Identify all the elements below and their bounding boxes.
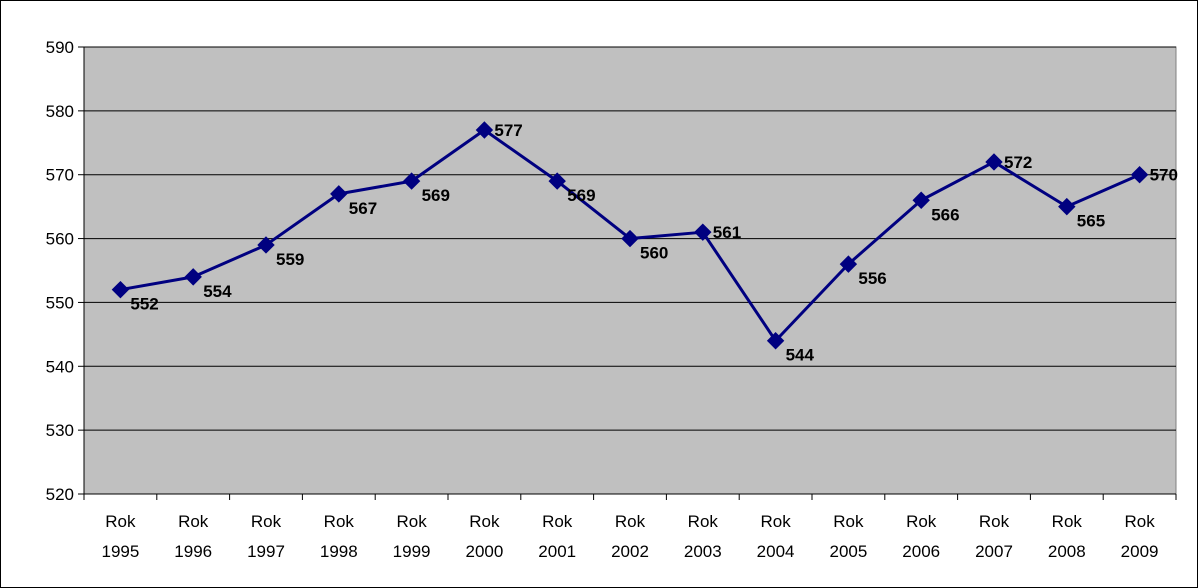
y-tick-label: 520: [46, 485, 74, 504]
data-point: [330, 185, 348, 203]
y-tick-label: 540: [46, 357, 74, 376]
x-tick-label: Rok 2008: [1048, 512, 1086, 561]
data-point: [766, 332, 785, 350]
x-tick-label: Rok 1997: [247, 512, 285, 561]
data-point: [839, 255, 858, 273]
x-tick-label: Rok 2007: [975, 512, 1013, 561]
data-label: 554: [203, 282, 232, 301]
x-tick-label: Rok 2004: [757, 512, 795, 561]
data-label: 552: [130, 295, 158, 314]
data-label: 560: [640, 244, 668, 263]
x-tick-label: Rok 2002: [611, 512, 649, 561]
plot-area: [83, 46, 1177, 495]
y-tick-label: 590: [46, 38, 74, 57]
data-point: [475, 121, 494, 139]
x-tick-label: Rok 1995: [101, 512, 139, 561]
data-point: [912, 191, 930, 209]
grid-lines: [84, 46, 1176, 431]
x-tick-label: Rok 1999: [393, 512, 431, 561]
y-tick-label: 560: [46, 230, 74, 249]
data-label: 570: [1150, 166, 1178, 185]
data-label: 566: [931, 205, 959, 224]
data-label: 556: [858, 269, 886, 288]
y-axis: 520 530 540 550 560 570 580 590: [46, 38, 85, 504]
data-point: [257, 236, 275, 254]
data-label: 569: [422, 186, 450, 205]
data-point: [1130, 166, 1149, 184]
data-point: [694, 223, 712, 241]
data-label: 565: [1077, 212, 1105, 231]
data-point: [402, 172, 421, 190]
x-tick-label: Rok 2003: [684, 512, 722, 561]
x-tick-label: Rok 1998: [320, 512, 358, 561]
data-label: 561: [713, 223, 741, 242]
x-tick-label: Rok 2005: [829, 512, 867, 561]
data-point: [985, 153, 1003, 171]
y-tick-label: 550: [46, 293, 74, 312]
data-label: 544: [786, 346, 815, 365]
data-point: [184, 268, 202, 286]
data-point: [111, 280, 130, 299]
x-tick-label: Rok 2009: [1121, 512, 1159, 561]
data-point: [1058, 197, 1076, 216]
data-point: [548, 172, 566, 190]
x-tick-label: Rok 2000: [465, 512, 503, 561]
data-label: 559: [276, 250, 304, 269]
data-label: 567: [349, 199, 377, 218]
data-label: 569: [567, 186, 595, 205]
data-label: 572: [1004, 153, 1032, 172]
series-group: 552 554 559 567 569 577 569 560 561 544 556 566 572 5…: [111, 121, 1178, 365]
y-tick-label: 530: [46, 421, 74, 440]
y-tick-label: 580: [46, 102, 74, 121]
x-axis: Rok 1995 Rok 1996 Rok 1997 Rok 1998 Rok 1999 Rok 20…: [83, 493, 1177, 561]
data-point: [621, 229, 639, 248]
y-tick-label: 570: [46, 166, 74, 185]
data-label: 577: [494, 121, 522, 140]
x-tick-label: Rok 2001: [538, 512, 576, 561]
x-tick-label: Rok 2006: [902, 512, 940, 561]
x-tick-label: Rok 1996: [174, 512, 212, 561]
